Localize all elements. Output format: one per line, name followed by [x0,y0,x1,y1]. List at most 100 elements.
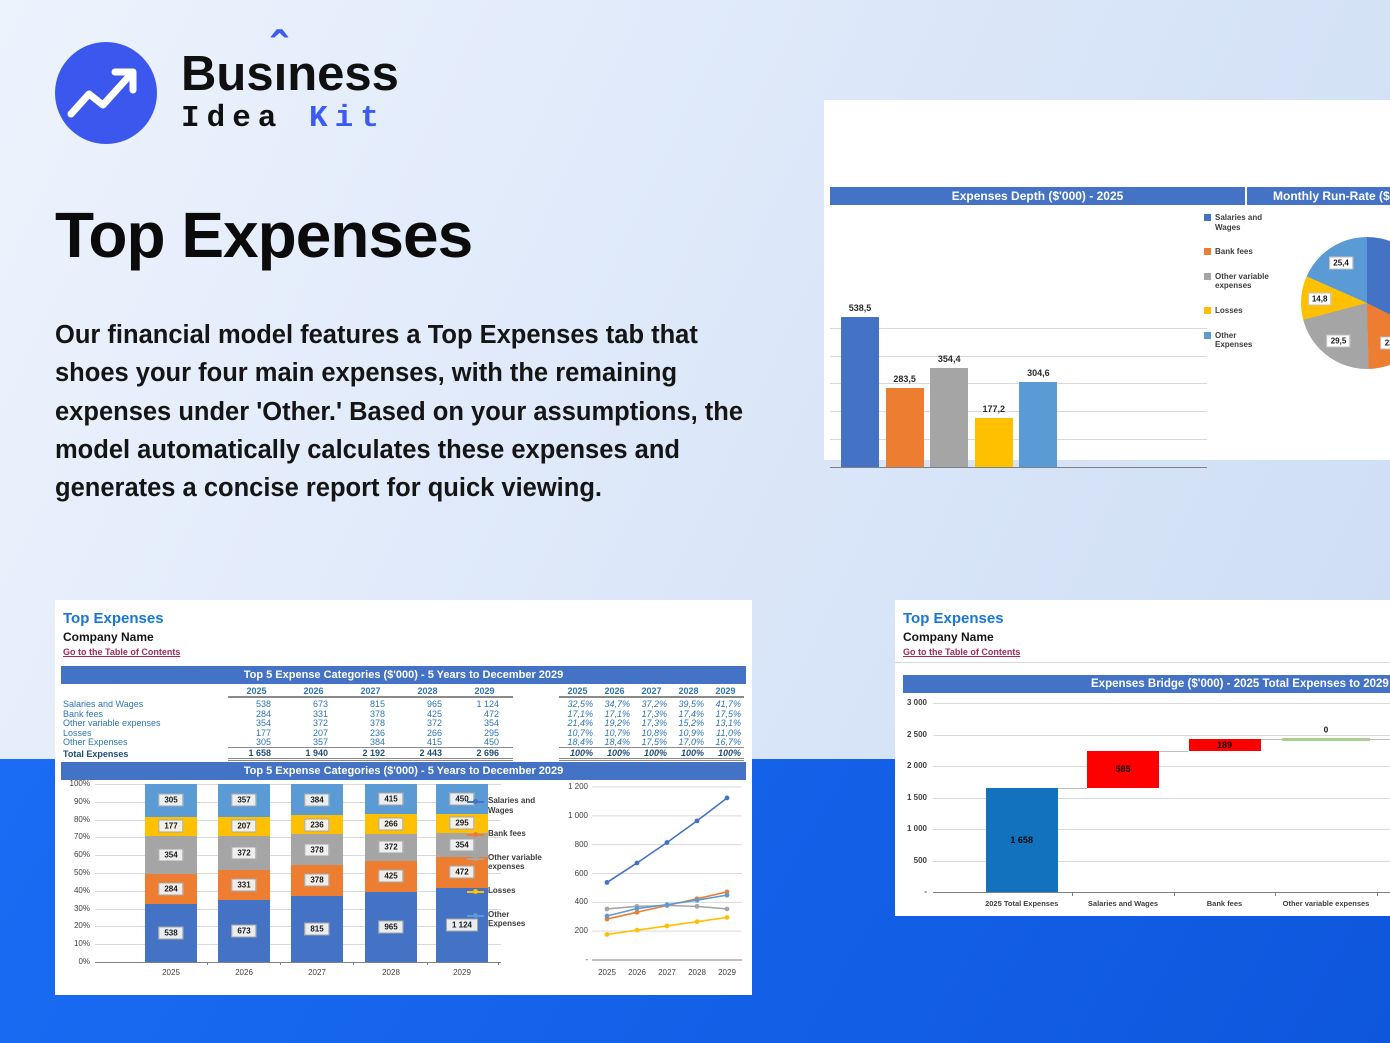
stack-label: 372 [231,846,257,860]
value-cell: 331 [312,708,328,719]
stack-label: 266 [378,817,404,831]
legend-item-bank-fees: Bank fees [1204,247,1274,257]
value-cell: 425 [426,708,442,719]
legend-label: Losses [1215,305,1243,315]
expenses-depth-header: Expenses Depth ($'000) - 2025 [830,187,1245,205]
xtick-2025: 2025 [598,968,616,977]
legend-label: Other variable expenses [488,852,542,872]
ytick--: - [924,887,927,896]
logo-growth-arrow-icon [55,42,157,144]
expense-line-chart: 1 200 1 000 800 600 400 200 - 2025 2026 2027 2028 2… [552,780,748,985]
gridline-2 000 [933,766,1390,767]
axis-tick [207,962,208,965]
bar-other-variable-expenses [930,368,969,467]
value-cell: 305 [255,737,271,748]
value-cell: 1 124 [476,699,499,709]
gridline-3 000 [933,703,1390,704]
table-row-other-expenses: Other Expenses 305 357 384 415 450 18,4% 18,4% 1… [61,737,746,747]
expenses-depth-legend: Salaries and Wages Bank fees Other variabl… [1204,213,1274,350]
total-value-cell: 2 696 [456,746,513,761]
pct-cell: 34,7% [604,699,630,709]
table-of-contents-link[interactable]: Go to the Table of Contents [903,647,1021,657]
xtick-2027: 2027 [658,968,676,977]
pct-cell: 11,0% [716,727,741,738]
value-cell: 378 [369,718,385,729]
gridline-- [933,892,1390,893]
bar-salaries-and-wages [841,317,879,467]
total-label: Total Expenses [63,748,129,759]
legend-marker-line [467,798,484,805]
ytick-2 000: 2 000 [906,761,927,770]
ytick-800: 800 [574,839,588,849]
ytick-3 000: 3 000 [906,698,927,707]
table-total-row: Total Expenses 1 658 1 940 2 192 2 443 2 696 1… [61,746,746,761]
stack-label: 354 [158,848,184,862]
ytick-600: 600 [574,868,588,878]
logo-wordmark: Busı ˆ ness Idea Kit [181,25,399,136]
table-of-contents-link[interactable]: Go to the Table of Contents [63,647,181,657]
pct-cell: 41,7% [715,699,741,709]
pct-cell: 21,4% [567,718,593,729]
logo-word-idea-kit: Idea Kit [181,101,386,136]
bar-other-expenses [1019,382,1058,467]
brand-logo: Busı ˆ ness Idea Kit [55,25,399,144]
ytick-500: 500 [913,855,927,865]
stack-label: 207 [231,819,257,833]
legend-label: Bank fees [488,829,526,839]
bar-value-label: 538,5 [848,303,872,313]
legend-label: Salaries and Wages [1215,213,1263,232]
table-row-bank-fees: Bank fees 284 331 378 425 472 17,1% 17,1% 17,3% 1… [61,709,746,719]
pct-cell: 17,3% [641,708,667,719]
pct-cell: 17,0% [678,737,704,748]
stack-label: 177 [158,819,184,833]
total-pct-cell: 100% [559,746,596,761]
gridline-500 [830,327,1207,329]
ytick-1 500: 1 500 [906,792,927,802]
stack-label: 965 [378,920,404,934]
value-cell: 207 [312,727,328,738]
legend-label: Salaries and Wages [488,796,536,815]
ytick--: - [585,955,588,964]
page-description: Our financial model features a Top Expen… [55,321,744,502]
wf-connector [1159,750,1189,752]
value-cell: 266 [426,727,442,738]
value-cell: 538 [255,699,271,709]
year-header-2026: 2026 [285,686,342,698]
ytick-0%: 0% [78,957,90,966]
total-pct-cell: 100% [670,746,707,761]
wf-xtick-bank-fees: Bank fees [1206,899,1243,908]
stack-label: 815 [304,922,330,936]
legend-marker-square [1204,214,1211,221]
wf-xtick-other-variable-expenses: Other variable expenses [1282,899,1370,908]
axis-tick [1376,892,1378,896]
stack-label: 1 124 [445,918,479,932]
stack-label: 538 [158,926,184,940]
monthly-run-rate-pie-chart [1301,237,1390,369]
pct-cell: 10,7% [604,727,630,738]
gridline-1 000 [933,829,1390,830]
gridline-1 500 [933,797,1390,799]
ytick-1 000: 1 000 [906,824,927,833]
pct-cell: 17,1% [567,708,593,719]
expenses-depth-panel: Expenses Depth ($'000) - 2025 Monthly Ru… [824,100,1390,468]
pct-cell: 19,2% [604,718,630,729]
gridline-0 [830,467,1207,468]
legend-marker-square [1204,272,1211,280]
legend-label: Other Expenses [1215,330,1253,350]
value-cell: 815 [369,699,385,709]
legend-item-salaries-and-wages: Salaries and Wages [1204,213,1274,232]
divider-line [895,662,1390,663]
stack-label: 415 [378,792,404,806]
value-cell: 378 [369,708,385,719]
ytick-1 000: 1 000 [567,810,588,820]
expense-series-legend: Salaries and Wages Bank fees Other variabl… [467,796,547,929]
bar-losses [974,417,1013,467]
ytick-10%: 10% [73,939,90,949]
legend-marker-line [467,888,484,895]
stack-label: 305 [158,793,184,807]
xtick-2026: 2026 [628,968,646,977]
legend-marker-square [1204,306,1211,314]
xtick-2026: 2026 [235,968,253,977]
pct-cell: 16,7% [715,737,741,748]
value-cell: 415 [426,737,442,748]
